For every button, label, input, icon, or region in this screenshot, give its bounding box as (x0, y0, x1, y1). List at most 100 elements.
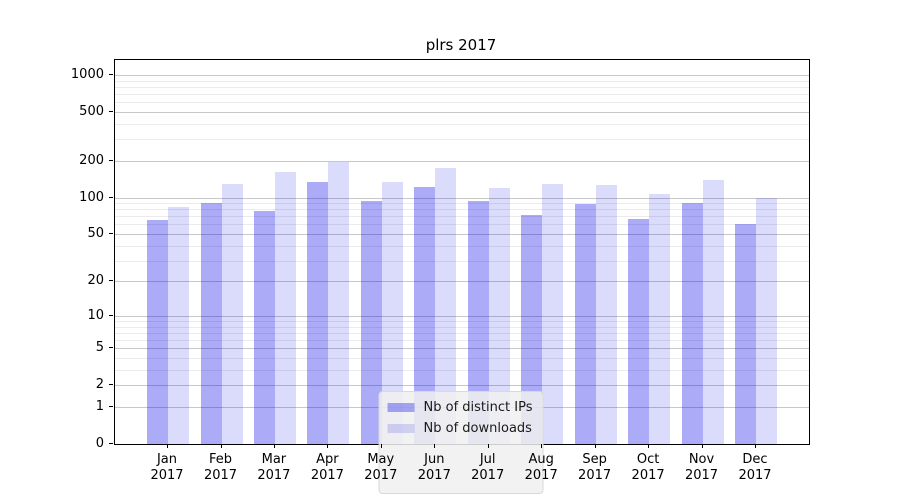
gridline-major (115, 74, 809, 76)
y-tick-label: 1000 (70, 66, 104, 82)
bar-distinct-ips (735, 223, 756, 444)
x-tick-mark (755, 444, 756, 448)
y-tick-mark (109, 233, 113, 234)
x-tick-label: Jan 2017 (150, 452, 184, 483)
bar-downloads (649, 193, 671, 444)
y-tick-label: 2 (95, 377, 104, 393)
bar-distinct-ips (360, 200, 382, 444)
bar-downloads (274, 171, 296, 444)
gridline-minor (115, 80, 809, 82)
x-tick-label: Aug 2017 (524, 452, 558, 483)
gridline-minor (115, 260, 809, 262)
bar-distinct-ips (521, 214, 543, 444)
bar-downloads (168, 207, 189, 444)
gridline-major (115, 281, 809, 283)
x-tick-mark (648, 444, 650, 448)
gridline-minor (115, 139, 809, 141)
x-tick-mark (541, 444, 543, 448)
x-tick-label: Feb 2017 (203, 452, 238, 483)
gridline-minor (115, 326, 809, 328)
x-tick-label: Mar 2017 (257, 452, 291, 483)
x-tick-mark (327, 444, 329, 448)
bar-downloads (595, 184, 617, 444)
y-tick-mark (109, 347, 113, 349)
x-tick-label: Jul 2017 (471, 452, 505, 483)
gridline-minor (115, 369, 809, 371)
gridline-minor (115, 321, 809, 322)
gridline-minor (115, 332, 809, 334)
chart-title: plrs 2017 (425, 36, 497, 54)
x-tick-label: Apr 2017 (310, 452, 344, 483)
x-tick-mark (701, 444, 703, 448)
x-tick-label: Dec 2017 (738, 452, 772, 483)
y-tick-label: 50 (87, 226, 104, 241)
bar-downloads (221, 183, 243, 444)
legend-swatch-distinct-ips (387, 403, 415, 412)
gridline-minor (115, 123, 809, 125)
x-tick-label: Nov 2017 (684, 452, 719, 483)
x-tick-mark (594, 444, 596, 448)
y-tick-mark (109, 110, 113, 112)
legend-swatch-downloads (387, 424, 415, 433)
y-tick-mark (109, 443, 113, 444)
x-tick-mark (220, 444, 222, 448)
bar-distinct-ips (628, 218, 650, 444)
y-tick-label: 10 (87, 307, 104, 323)
x-tick-mark (273, 444, 275, 448)
bar-distinct-ips (681, 202, 703, 444)
y-tick-mark (109, 314, 113, 316)
gridline-major (115, 348, 809, 350)
x-tick-label: May 2017 (364, 452, 398, 483)
y-tick-mark (109, 406, 113, 407)
x-tick-mark (434, 444, 436, 448)
bar-distinct-ips (307, 182, 329, 444)
x-tick-mark (487, 444, 489, 448)
gridline-major (115, 160, 809, 162)
bar-distinct-ips (200, 203, 222, 444)
x-tick-mark (167, 444, 168, 448)
plot-area (114, 59, 810, 445)
y-tick-mark (109, 159, 113, 161)
bar-downloads (756, 197, 777, 444)
x-tick-label: Oct 2017 (631, 452, 665, 483)
bar-distinct-ips (147, 220, 168, 444)
y-tick-label: 20 (87, 273, 104, 289)
bar-distinct-ips (467, 201, 489, 444)
legend-label-distinct-ips: Nb of distinct IPs (423, 400, 533, 415)
bar-downloads (542, 184, 564, 444)
gridline-minor (115, 358, 809, 359)
bar-distinct-ips (414, 186, 436, 444)
y-tick-label: 0 (95, 436, 104, 451)
gridline-minor (115, 209, 809, 211)
legend-row-distinct-ips: Nb of distinct IPs (387, 397, 533, 418)
y-tick-label: 5 (95, 340, 104, 356)
bar-downloads (328, 161, 350, 444)
gridline-minor (115, 340, 809, 342)
legend: Nb of distinct IPs Nb of downloads (378, 391, 544, 494)
gridline-minor (115, 86, 809, 88)
y-tick-mark (109, 73, 113, 75)
gridline-minor (115, 203, 809, 204)
y-tick-label: 1 (95, 399, 104, 414)
bar-downloads (381, 181, 403, 444)
y-tick-mark (109, 196, 113, 198)
gridline-major (115, 197, 809, 199)
bar-distinct-ips (574, 203, 596, 444)
gridline-major (115, 111, 809, 113)
gridline-major (115, 315, 809, 317)
bar-distinct-ips (253, 210, 275, 444)
gridline-minor (115, 102, 809, 104)
gridline-major (115, 234, 809, 235)
y-tick-mark (109, 384, 113, 386)
x-tick-mark (380, 444, 382, 448)
x-tick-label: Sep 2017 (578, 452, 612, 483)
y-tick-label: 500 (79, 103, 104, 119)
bar-downloads (435, 168, 457, 444)
y-tick-label: 200 (79, 152, 104, 168)
bar-downloads (488, 187, 510, 444)
y-tick-mark (109, 280, 113, 282)
gridline-minor (115, 245, 809, 247)
bar-downloads (702, 180, 724, 444)
gridline-minor (115, 224, 809, 226)
